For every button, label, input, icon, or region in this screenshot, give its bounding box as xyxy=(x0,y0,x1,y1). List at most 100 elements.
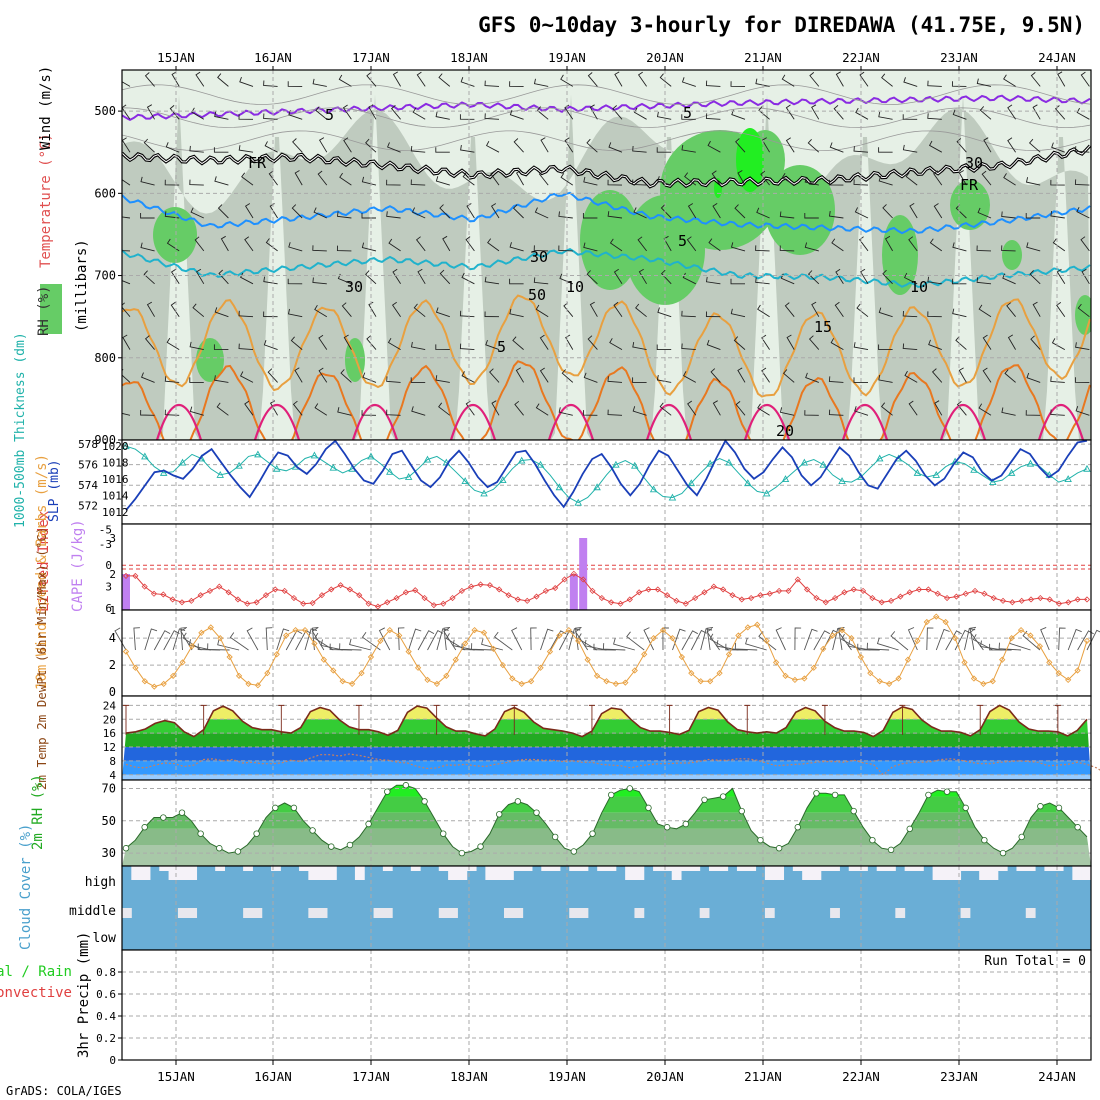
temp-line xyxy=(125,704,1088,738)
wind-speed-marker xyxy=(612,680,620,688)
contour-label: 5 xyxy=(325,106,334,124)
li-marker xyxy=(841,589,848,596)
wind-speed-marker xyxy=(339,678,346,685)
wind-barb xyxy=(860,268,869,285)
wind-barb xyxy=(828,211,844,219)
wind-barb xyxy=(1001,211,1016,219)
wind-barb xyxy=(853,146,869,153)
thickness-marker xyxy=(970,465,978,473)
rh-contour xyxy=(122,130,1091,152)
precip-label-total: Total / Rain xyxy=(0,964,72,980)
wind-speed-marker xyxy=(132,664,139,671)
thickness-marker xyxy=(989,478,997,486)
thickness-slp-lines xyxy=(122,439,1091,511)
wind-barb xyxy=(410,341,426,351)
wind-speed-marker xyxy=(226,653,233,661)
cloud-grid xyxy=(175,866,1058,950)
wind-speed-marker xyxy=(141,678,148,685)
wind-barb xyxy=(781,173,795,186)
cloud-gap-high xyxy=(550,866,561,871)
cloud-gap-middle xyxy=(373,908,384,918)
wind-barb xyxy=(560,74,574,87)
temp-tick-label: 12 xyxy=(103,741,116,754)
cloud-gap-high xyxy=(960,866,971,871)
rh-line xyxy=(122,782,1088,857)
rh-tick-label: 50 xyxy=(102,814,116,828)
li-marker xyxy=(542,587,549,594)
wind-barb xyxy=(214,307,229,318)
surface-wind-barb xyxy=(163,630,180,651)
wind-barb xyxy=(583,176,598,186)
wind-barb xyxy=(189,406,204,416)
rh-marker xyxy=(626,785,634,792)
li-tick-label: 0 xyxy=(105,559,112,572)
wind-barb xyxy=(761,137,770,153)
wind-barb xyxy=(491,400,500,416)
wind-barb xyxy=(509,109,524,120)
wind-barb xyxy=(217,73,229,87)
li-marker xyxy=(552,584,559,592)
li-marker xyxy=(178,599,186,606)
surface-wind-barb xyxy=(153,630,171,651)
date-label-top: 17JAN xyxy=(352,50,390,65)
cloud-gap-middle xyxy=(382,908,393,918)
wind-barb xyxy=(336,245,352,252)
thickness-tick-label: 576 xyxy=(78,459,98,472)
li-marker xyxy=(384,599,391,606)
rh-marker xyxy=(384,788,391,795)
wind-barb xyxy=(392,268,401,285)
li-marker xyxy=(1027,596,1035,603)
wind-speed-marker xyxy=(433,680,441,688)
wind-barb xyxy=(582,410,598,416)
contour-label: 50 xyxy=(528,286,546,304)
wind-speed-marker xyxy=(1008,635,1015,642)
wind-barb xyxy=(140,176,155,186)
wind-barb xyxy=(586,270,598,285)
surface-wind-barb xyxy=(964,627,976,651)
wind-speed-marker xyxy=(414,664,422,671)
li-marker xyxy=(832,594,839,602)
li-marker xyxy=(822,599,829,606)
cloud-gap-middle xyxy=(569,908,580,918)
rh-marker xyxy=(346,841,354,849)
surface-wind-barb xyxy=(848,640,871,651)
cape-bar xyxy=(569,574,578,610)
li-marker xyxy=(458,587,465,594)
cloud-gap-high xyxy=(886,866,896,871)
wind-barb xyxy=(979,106,992,120)
surface-wind-barb xyxy=(182,632,202,651)
cape-bar xyxy=(122,574,130,610)
cloud-gap-high xyxy=(625,866,635,880)
date-label-bottom: 21JAN xyxy=(744,1069,782,1084)
wind-speed-marker xyxy=(235,672,243,679)
wind-barb xyxy=(632,179,647,186)
precip-tick-label: 0.8 xyxy=(96,966,116,979)
wind-barbs xyxy=(122,71,1090,416)
li-marker xyxy=(412,587,419,594)
li-marker xyxy=(309,599,316,607)
surface-wind-barb xyxy=(229,632,249,651)
wind-speed-marker xyxy=(405,648,412,655)
wind-barb xyxy=(122,216,131,219)
wind-barb xyxy=(1026,372,1041,383)
wind-barb xyxy=(853,377,868,383)
wind-barb xyxy=(459,310,475,318)
wind-barb xyxy=(487,238,500,252)
cloud-gap-high xyxy=(811,866,822,880)
wind-speed-marker xyxy=(575,637,582,644)
contour-labels: 5 5 FR FR 30 30 30 50 5 10 10 15 5 20 xyxy=(248,104,983,440)
wind-barb xyxy=(711,170,721,186)
wind-barb xyxy=(439,269,451,285)
cloud-gap-high xyxy=(243,866,253,871)
wind-barb xyxy=(682,272,697,285)
wind-speed-marker xyxy=(462,640,469,647)
wind-barb xyxy=(779,245,795,252)
surface-wind-barb xyxy=(397,627,405,651)
wind-barb xyxy=(805,372,819,383)
surface-wind-barb xyxy=(361,632,381,651)
cloud-gap-high xyxy=(308,866,319,880)
wind-barb xyxy=(1003,74,1016,87)
li-marker xyxy=(971,587,979,594)
